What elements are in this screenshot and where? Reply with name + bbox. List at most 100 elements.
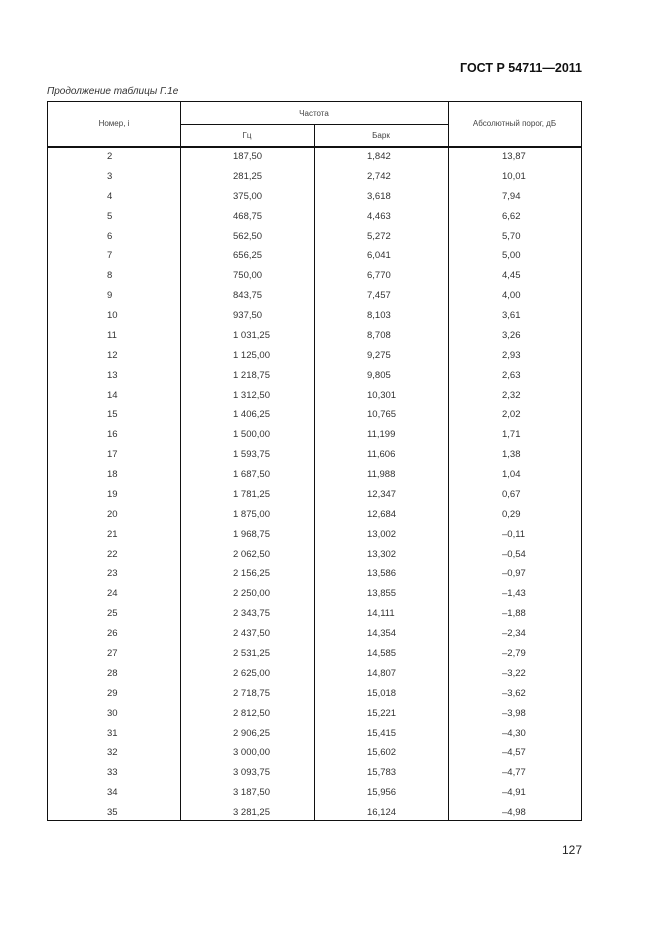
cell-number: 35 — [107, 807, 118, 819]
cell-threshold: 13,87 — [502, 151, 526, 162]
cell-threshold: –2,79 — [502, 648, 526, 659]
cell-hz: 1 500,00 — [233, 429, 270, 441]
cell-bark: 15,783 — [367, 767, 397, 779]
table-row: 28 2 625,00 14,807 –3,22 — [48, 664, 581, 684]
table-row: 2 187,50 1,842 13,87 — [48, 147, 581, 167]
table-row: 17 1 593,75 11,606 1,38 — [48, 445, 581, 465]
header-divider — [180, 124, 448, 125]
cell-hz: 2 718,75 — [233, 687, 270, 699]
cell-bark: 12,347 — [367, 488, 397, 500]
cell-hz: 375,00 — [233, 190, 263, 202]
table-row: 11 1 031,25 8,708 3,26 — [48, 326, 581, 346]
cell-threshold: –1,88 — [502, 608, 526, 620]
cell-hz: 1 406,25 — [233, 409, 270, 421]
cell-number: 3 — [107, 170, 113, 182]
cell-bark: 8,708 — [367, 329, 391, 341]
cell-threshold: 0,67 — [502, 488, 521, 500]
cell-bark: 11,199 — [367, 429, 396, 441]
cell-threshold: 1,04 — [502, 469, 521, 481]
cell-number: 11 — [107, 329, 117, 341]
cell-hz: 2 906,25 — [233, 727, 270, 739]
cell-bark: 3,618 — [367, 190, 391, 202]
cell-number: 25 — [107, 608, 118, 620]
cell-bark: 13,002 — [367, 528, 397, 540]
table-row: 34 3 187,50 15,956 –4,91 — [48, 783, 581, 803]
header-threshold: Абсолютный порог, дБ — [472, 119, 557, 128]
cell-hz: 3 093,75 — [233, 767, 270, 779]
cell-threshold: 4,00 — [502, 290, 521, 302]
cell-hz: 937,50 — [233, 310, 263, 322]
cell-number: 31 — [107, 727, 118, 739]
cell-threshold: 1,71 — [502, 429, 521, 441]
cell-hz: 3 281,25 — [233, 807, 270, 819]
cell-threshold: 6,62 — [502, 210, 521, 222]
document-id: ГОСТ Р 54711—2011 — [460, 61, 582, 75]
table-row: 15 1 406,25 10,765 2,02 — [48, 405, 581, 425]
table-row: 9 843,75 7,457 4,00 — [48, 286, 581, 306]
cell-hz: 1 125,00 — [233, 349, 270, 361]
cell-hz: 281,25 — [233, 170, 263, 182]
column-divider — [314, 125, 315, 820]
cell-threshold: –3,98 — [502, 707, 526, 719]
cell-bark: 14,111 — [367, 608, 395, 620]
cell-bark: 15,956 — [367, 787, 397, 799]
cell-bark: 13,855 — [367, 588, 397, 600]
cell-hz: 1 312,50 — [233, 389, 270, 401]
table-row: 20 1 875,00 12,684 0,29 — [48, 505, 581, 525]
cell-bark: 10,765 — [367, 409, 397, 421]
cell-bark: 9,275 — [367, 349, 391, 361]
table-row: 13 1 218,75 9,805 2,63 — [48, 366, 581, 386]
cell-bark: 5,272 — [367, 230, 391, 242]
cell-bark: 15,221 — [367, 707, 397, 719]
cell-bark: 2,742 — [367, 170, 391, 182]
cell-threshold: 2,32 — [502, 389, 521, 401]
cell-bark: 10,301 — [367, 389, 397, 401]
cell-number: 4 — [107, 190, 113, 202]
table-row: 23 2 156,25 13,586 –0,97 — [48, 564, 581, 584]
cell-number: 19 — [107, 488, 118, 500]
cell-bark: 13,302 — [367, 548, 397, 560]
cell-threshold: 2,02 — [502, 409, 521, 421]
cell-threshold: 0,29 — [502, 508, 521, 520]
cell-threshold: 5,00 — [502, 250, 521, 262]
cell-hz: 3 187,50 — [233, 787, 270, 799]
cell-number: 10 — [107, 310, 118, 322]
cell-number: 24 — [107, 588, 118, 600]
cell-threshold: –4,77 — [502, 767, 526, 779]
cell-threshold: 2,93 — [502, 349, 521, 361]
table-row: 27 2 531,25 14,585 –2,79 — [48, 644, 581, 664]
cell-number: 28 — [107, 667, 118, 679]
cell-hz: 562,50 — [233, 230, 263, 242]
table-row: 4 375,00 3,618 7,94 — [48, 187, 581, 207]
cell-number: 22 — [107, 548, 118, 560]
cell-hz: 1 687,50 — [233, 469, 270, 481]
cell-bark: 6,770 — [367, 270, 391, 282]
cell-number: 6 — [107, 230, 113, 242]
cell-number: 2 — [107, 151, 113, 162]
table-row: 14 1 312,50 10,301 2,32 — [48, 386, 581, 406]
cell-bark: 15,415 — [367, 727, 397, 739]
header-frequency: Частота — [299, 109, 329, 118]
cell-number: 14 — [107, 389, 118, 401]
cell-number: 26 — [107, 628, 118, 640]
cell-hz: 187,50 — [233, 151, 263, 162]
cell-hz: 468,75 — [233, 210, 263, 222]
cell-threshold: –0,97 — [502, 568, 526, 580]
cell-bark: 8,103 — [367, 310, 391, 322]
cell-number: 21 — [107, 528, 118, 540]
table-row: 24 2 250,00 13,855 –1,43 — [48, 584, 581, 604]
table-row: 10 937,50 8,103 3,61 — [48, 306, 581, 326]
table-row: 33 3 093,75 15,783 –4,77 — [48, 763, 581, 783]
page-number: 127 — [561, 843, 582, 857]
cell-number: 33 — [107, 767, 118, 779]
cell-bark: 7,457 — [367, 290, 391, 302]
table-row: 19 1 781,25 12,347 0,67 — [48, 485, 581, 505]
header-number: Номер, i — [98, 119, 130, 128]
column-divider — [448, 102, 449, 820]
cell-threshold: –2,34 — [502, 628, 526, 640]
cell-number: 9 — [107, 290, 113, 302]
cell-hz: 750,00 — [233, 270, 263, 282]
cell-hz: 2 531,25 — [233, 648, 270, 659]
cell-threshold: 3,61 — [502, 310, 521, 322]
cell-threshold: –4,57 — [502, 747, 526, 759]
